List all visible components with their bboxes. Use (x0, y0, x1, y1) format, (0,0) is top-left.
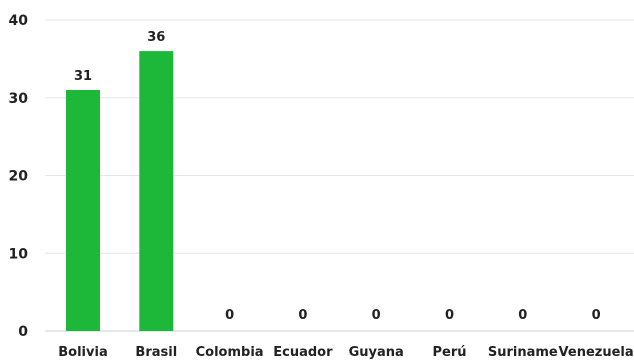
data-label: 31 (74, 69, 92, 84)
data-label: 0 (298, 308, 307, 323)
data-label: 0 (592, 308, 601, 323)
y-axis-ticks: 0 10 20 30 40 (9, 13, 29, 340)
data-label: 36 (147, 30, 165, 45)
y-tick-label: 40 (9, 13, 29, 29)
data-label: 0 (372, 308, 381, 323)
bars (66, 51, 174, 331)
x-axis-categories: Bolivia Brasil Colombia Ecuador Guyana Perú Su… (58, 345, 633, 360)
bar (139, 51, 174, 331)
x-category-label: Brasil (135, 345, 177, 360)
x-category-label: Suriname (488, 345, 558, 360)
x-category-label: Ecuador (273, 345, 333, 360)
y-tick-label: 0 (18, 324, 28, 340)
data-label: 0 (445, 308, 454, 323)
grid-lines (45, 19, 634, 332)
x-category-label: Colombia (196, 345, 264, 360)
x-category-label: Perú (432, 345, 466, 360)
data-label: 0 (518, 308, 527, 323)
x-category-label: Venezuela (559, 345, 634, 360)
y-tick-label: 10 (9, 246, 29, 262)
y-tick-label: 30 (9, 91, 29, 107)
x-category-label: Bolivia (58, 345, 107, 360)
data-label: 0 (225, 308, 234, 323)
data-labels: 31 36 0 0 0 0 0 0 (74, 30, 601, 323)
bar (66, 89, 100, 331)
x-category-label: Guyana (349, 345, 404, 360)
y-tick-label: 20 (9, 169, 29, 185)
